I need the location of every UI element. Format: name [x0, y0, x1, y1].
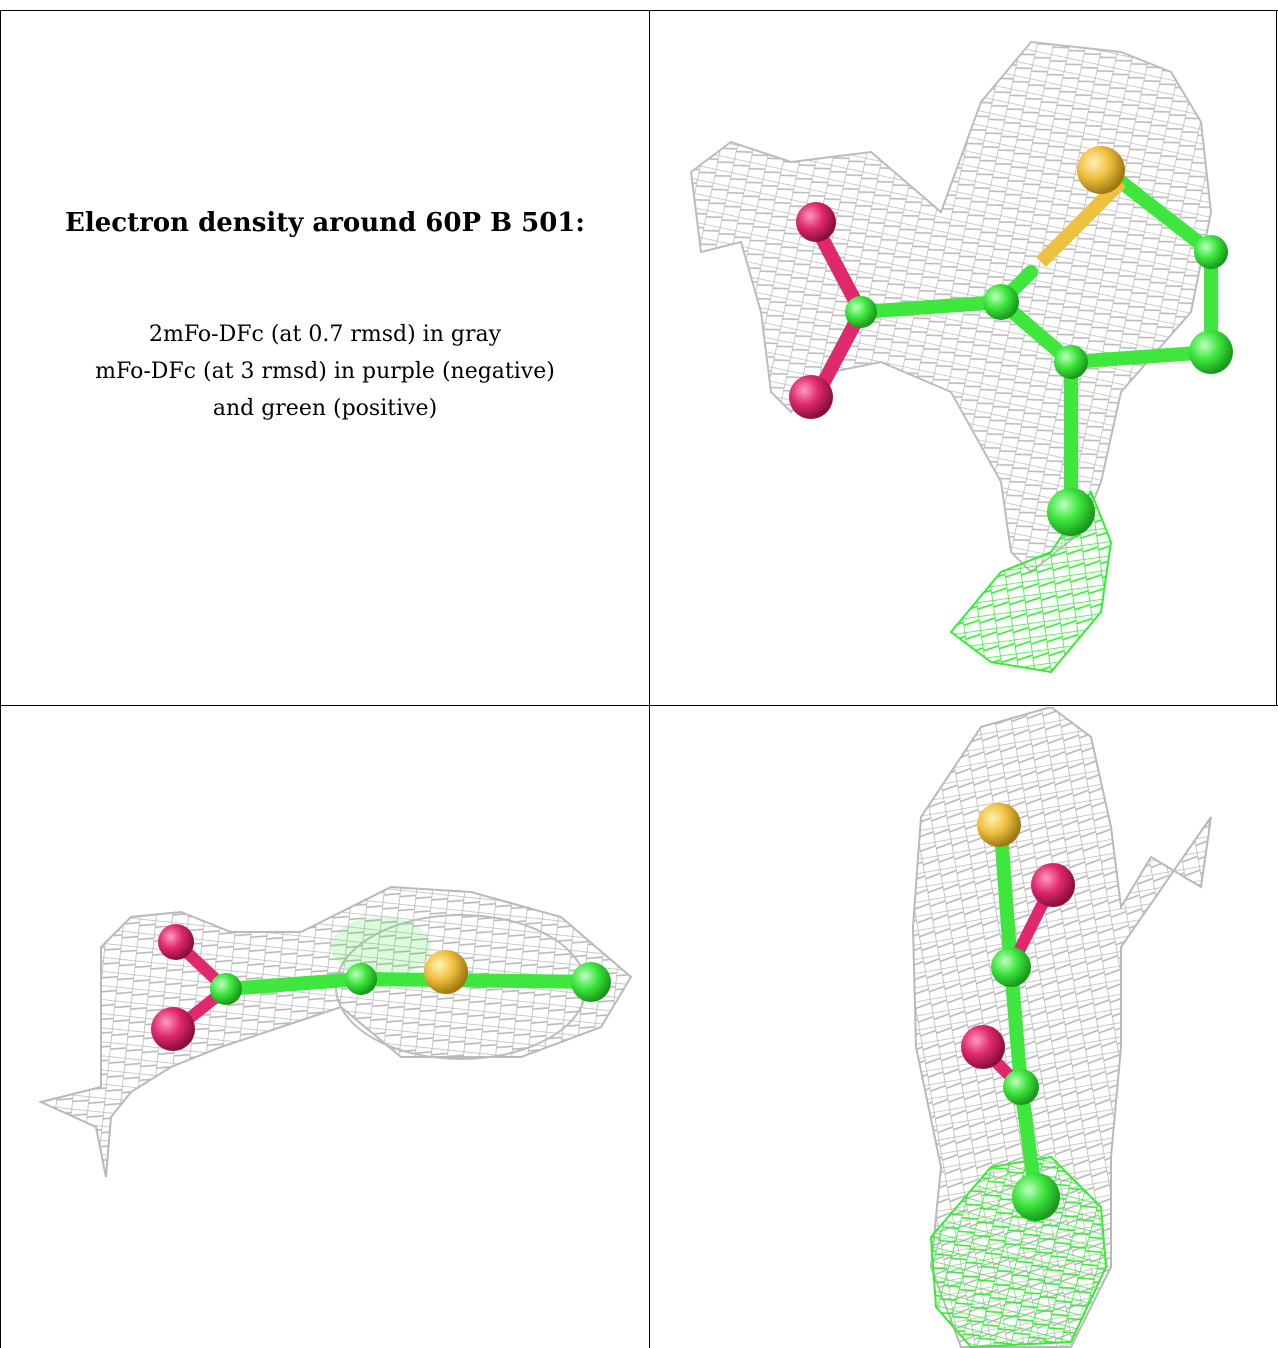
carbon-atom-2: [983, 284, 1019, 320]
caption-title: Electron density around 60P B 501:: [65, 208, 585, 238]
density-view-bottom-right: [651, 707, 1277, 1348]
oxygen-atom-1: [158, 924, 194, 960]
carbon-atom-3: [571, 962, 611, 1002]
caption-line-green: and green (positive): [212, 396, 438, 421]
sulfur-bond: [1036, 177, 1126, 267]
density-view-top-right: [651, 12, 1275, 704]
carbon-atom-3: [1012, 1173, 1060, 1221]
carbon-atom-1: [210, 973, 242, 1005]
oxygen-bond-1: [809, 223, 868, 316]
table-divider-horizontal: [0, 705, 1278, 706]
table-border-top: [0, 10, 1278, 11]
carbon-atom-2: [1003, 1069, 1039, 1105]
density-view-bottom-left: [1, 707, 648, 1348]
carbon-atom-3: [1054, 345, 1088, 379]
caption-line-purple: mFo-DFc (at 3 rmsd) in purple (negative): [95, 359, 555, 384]
table-divider-vertical: [649, 10, 650, 1348]
oxygen-atom-2: [961, 1025, 1005, 1069]
carbon-atom-5: [1194, 235, 1228, 269]
green-positive-mesh: [949, 489, 1113, 674]
table-border-right: [1276, 10, 1277, 706]
carbon-atom-6: [1047, 488, 1095, 536]
carbon-atom-1: [991, 947, 1031, 987]
density-render-2: [37, 885, 633, 1178]
carbon-bonds: [219, 972, 608, 996]
carbon-atom-4: [1189, 330, 1233, 374]
oxygen-atom-1: [1031, 863, 1075, 907]
oxygen-atom-2: [789, 375, 833, 419]
carbon-atom-2: [345, 963, 377, 995]
oxygen-atom-1: [796, 202, 836, 242]
sulfur-atom: [1077, 146, 1125, 194]
sulfur-atom: [424, 950, 468, 994]
caption-cell: Electron density around 60P B 501: 2mFo-…: [0, 0, 650, 705]
sulfur-atom: [977, 803, 1021, 847]
oxygen-atom-2: [151, 1007, 195, 1051]
faint-positive-density: [331, 917, 431, 977]
carbon-atom-1: [845, 296, 877, 328]
green-positive-mesh: [929, 1155, 1108, 1348]
gray-mesh-outline: [37, 885, 633, 1178]
table-border-left: [0, 10, 1, 1348]
density-render-3: [911, 707, 1212, 1348]
caption-line-gray: 2mFo-DFc (at 0.7 rmsd) in gray: [149, 322, 501, 347]
density-render-1: [689, 40, 1233, 674]
